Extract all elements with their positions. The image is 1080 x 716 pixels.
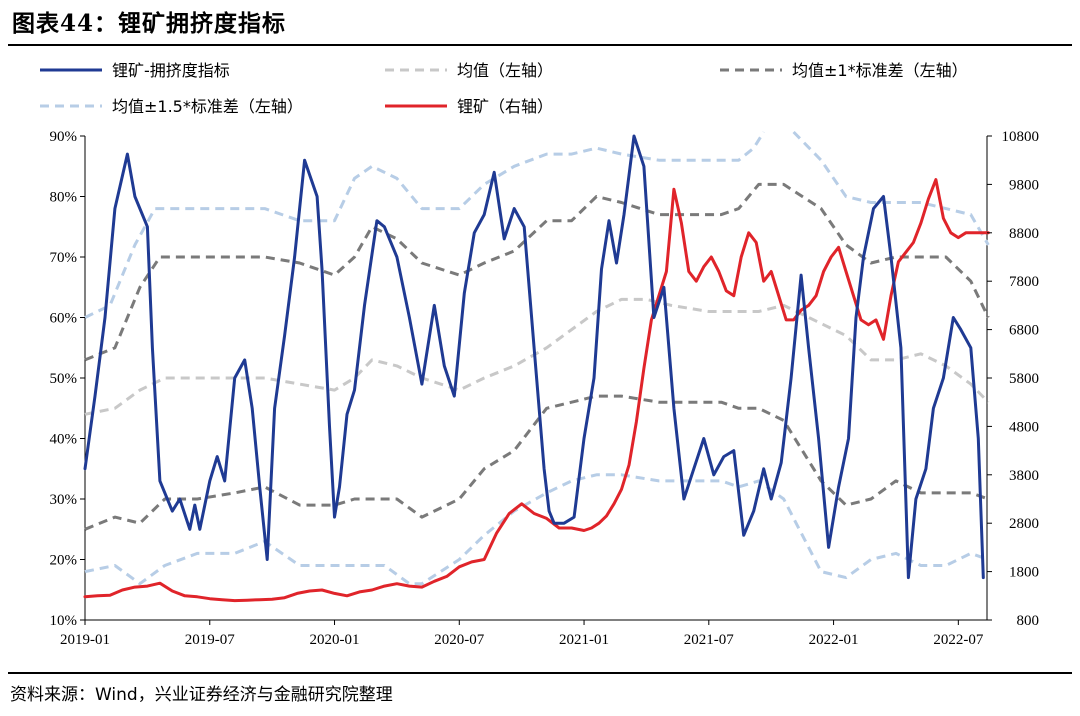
right-tick-label: 5800 [1009, 371, 1039, 387]
title-underline [8, 44, 1072, 46]
series-line [83, 178, 990, 603]
series-line [84, 297, 990, 416]
right-tick-label: 2800 [1009, 516, 1039, 532]
x-tick-label: 2022-01 [809, 632, 859, 648]
x-tick-label: 2019-01 [60, 632, 110, 648]
series-line [84, 394, 989, 531]
x-axis: 2019-01 2019-07 2020-01 2020-07 2021-01 2021-… [60, 620, 984, 648]
left-tick-label: 70% [50, 250, 78, 266]
right-tick-label: 8800 [1009, 226, 1039, 242]
right-tick-label: 6800 [1009, 323, 1039, 339]
left-tick-label: 20% [50, 553, 78, 569]
x-tick-label: 2020-07 [434, 632, 484, 648]
left-tick-label: 40% [50, 432, 78, 448]
left-tick-label: 50% [50, 371, 78, 387]
right-axis: 800 1800 2800 3800 4800 5800 6800 7800 8800 9800 1… [987, 129, 1039, 629]
right-tick-label: 9800 [1009, 177, 1039, 193]
source-divider [8, 672, 1072, 674]
x-tick-label: 2020-01 [310, 632, 360, 648]
right-tick-label: 800 [1017, 613, 1040, 629]
legend-label: 锂矿（右轴） [457, 97, 553, 116]
left-tick-label: 60% [50, 311, 78, 327]
x-tick-label: 2019-07 [185, 632, 235, 648]
left-tick-label: 30% [50, 492, 78, 508]
x-tick-label: 2022-07 [933, 632, 983, 648]
legend-label: 锂矿-拥挤度指标 [112, 61, 230, 80]
right-tick-label: 7800 [1009, 274, 1039, 290]
legend-label: 均值±1.5*标准差（左轴） [112, 97, 303, 116]
series-line [792, 130, 990, 246]
legend: 锂矿-拥挤度指标 均值（左轴） 均值±1*标准差（左轴） 均值±1.5*标准差（左轴）… [40, 61, 968, 116]
left-tick-label: 10% [50, 613, 78, 629]
series-line [84, 182, 990, 362]
legend-label: 均值（左轴） [457, 61, 553, 80]
left-axis: 10% 20% 30% 40% 50% 60% 70% 80% 90% [50, 129, 85, 629]
x-tick-label: 2021-07 [684, 632, 734, 648]
right-tick-label: 4800 [1009, 419, 1039, 435]
figure-title: 图表44：锂矿拥挤度指标 [12, 10, 287, 37]
series-line [84, 131, 765, 319]
series-line [84, 473, 989, 586]
legend-label: 均值±1*标准差（左轴） [792, 61, 968, 80]
series-layer [83, 130, 990, 603]
right-tick-label: 3800 [1009, 468, 1039, 484]
source-note: 资料来源：Wind，兴业证券经济与金融研究院整理 [10, 685, 393, 705]
right-tick-label: 10800 [1002, 129, 1040, 145]
crowding-chart: 锂矿-拥挤度指标 均值（左轴） 均值±1*标准差（左轴） 均值±1.5*标准差（左轴）… [40, 61, 1039, 648]
right-tick-label: 1800 [1009, 565, 1039, 581]
series-line [83, 134, 985, 580]
x-tick-label: 2021-01 [559, 632, 609, 648]
left-tick-label: 90% [50, 129, 78, 145]
left-tick-label: 80% [50, 190, 78, 206]
